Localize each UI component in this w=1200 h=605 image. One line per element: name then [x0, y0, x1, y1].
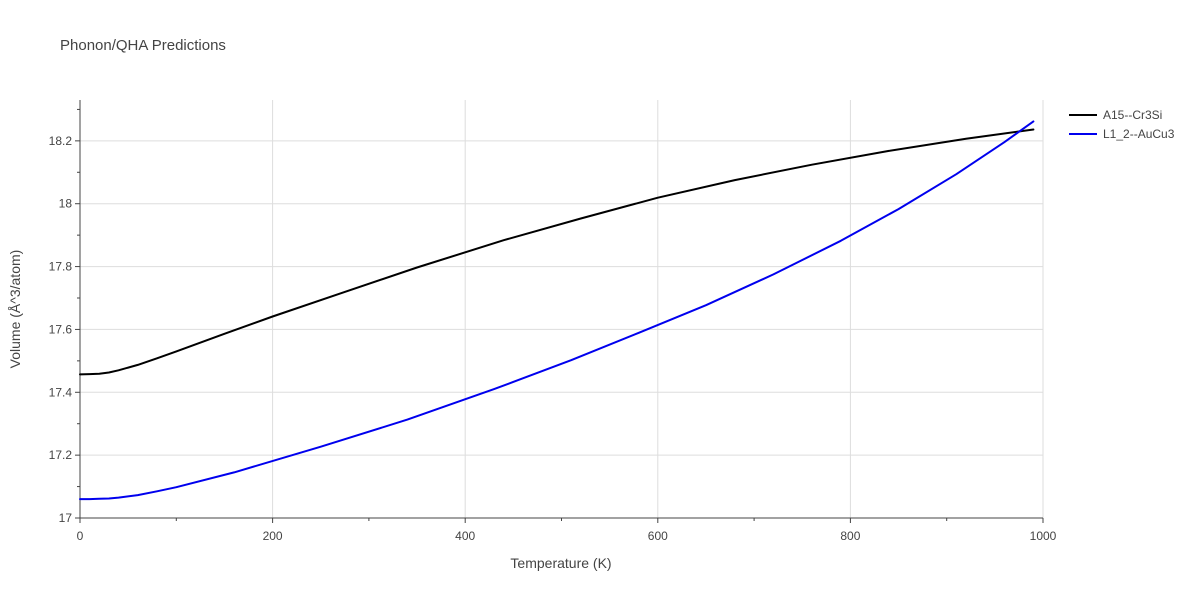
y-tick-label: 17.8: [49, 260, 73, 274]
x-tick-label: 0: [77, 529, 84, 543]
y-tick-label: 17: [59, 511, 73, 525]
x-axis-title: Temperature (K): [510, 555, 611, 571]
x-tick-label: 800: [840, 529, 860, 543]
legend: A15--Cr3Si L1_2--AuCu3: [1069, 108, 1175, 141]
y-tick-label: 18.2: [49, 134, 73, 148]
x-tick-label: 1000: [1030, 529, 1057, 543]
series-group: [79, 120, 1035, 501]
x-tick-label: 200: [263, 529, 283, 543]
y-tick-label: 17.2: [49, 448, 73, 462]
y-tick-label: 17.4: [49, 385, 73, 399]
legend-label: L1_2--AuCu3: [1103, 127, 1175, 141]
x-tick-label: 600: [648, 529, 668, 543]
axes: 0 200 400 600 800 1000 17 17.2 17.4 17.6 17.8 18 18.…: [49, 100, 1057, 543]
series-line-1: [79, 128, 1035, 376]
grid-lines: [80, 100, 1044, 518]
series-line-2: [79, 120, 1035, 501]
y-axis-title: Volume (Å^3/atom): [7, 250, 23, 369]
legend-label: A15--Cr3Si: [1103, 108, 1162, 122]
x-tick-label: 400: [455, 529, 475, 543]
chart-title: Phonon/QHA Predictions: [60, 37, 226, 54]
y-tick-label: 17.6: [49, 322, 73, 336]
y-tick-label: 18: [59, 197, 73, 211]
